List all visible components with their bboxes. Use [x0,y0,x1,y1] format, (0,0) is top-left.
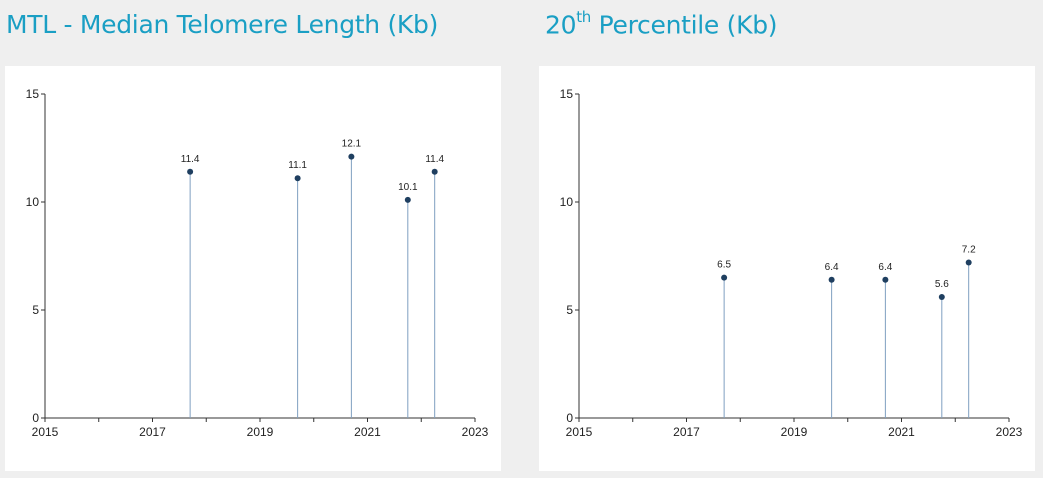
y-tick-label: 0 [32,411,39,425]
data-label: 11.4 [181,154,200,165]
x-tick-label: 2023 [462,425,489,439]
data-label: 6.5 [717,260,731,271]
chart-card-median: 0 5 10 15 2015 2017 2019 2021 2023 11.4 11.1 12.1 10… [5,66,501,471]
x-tick-label: 2019 [781,425,808,439]
y-tick-label: 15 [26,87,40,101]
data-point [404,196,411,203]
data-label: 6.4 [825,262,839,273]
x-tick-label: 2015 [566,425,593,439]
percentile-chart: 0 5 10 15 2015 2017 2019 2021 2023 6.5 6.4 6.4 5.6 7.… [560,87,1023,439]
data-label: 7.2 [962,244,976,255]
data-point [938,294,945,301]
x-tick-label: 2021 [888,425,915,439]
y-tick-label: 5 [566,303,573,317]
title-suffix: Percentile (Kb) [591,10,778,40]
median-chart: 0 5 10 15 2015 2017 2019 2021 2023 11.4 11.1 12.1 10… [26,87,489,439]
data-point [721,274,728,281]
y-tick-label: 0 [566,411,573,425]
data-label: 6.4 [878,262,892,273]
data-label: 11.4 [425,154,444,165]
data-point [348,153,355,160]
x-tick-label: 2015 [32,425,59,439]
chart-title-percentile: 20th Percentile (Kb) [545,8,778,40]
data-point [828,276,835,283]
x-tick-label: 2017 [139,425,166,439]
data-label: 11.1 [288,160,307,171]
x-tick-label: 2019 [247,425,274,439]
x-tick-label: 2017 [673,425,700,439]
data-point [882,276,889,283]
chart-card-percentile: 0 5 10 15 2015 2017 2019 2021 2023 6.5 6.4 6.4 5.6 7.… [539,66,1035,471]
x-tick-label: 2023 [996,425,1023,439]
y-tick-label: 5 [32,303,39,317]
title-number: 20 [545,10,577,40]
data-point [431,168,438,175]
data-label: 10.1 [398,182,418,193]
y-tick-label: 15 [560,87,574,101]
title-superscript: th [576,8,592,26]
data-point [294,175,301,182]
data-label: 12.1 [342,139,362,150]
x-tick-label: 2021 [354,425,381,439]
data-point [965,259,972,266]
y-tick-label: 10 [26,195,40,209]
chart-title-median: MTL - Median Telomere Length (Kb) [6,10,439,39]
data-label: 5.6 [935,279,949,290]
data-point [187,168,194,175]
y-tick-label: 10 [560,195,574,209]
